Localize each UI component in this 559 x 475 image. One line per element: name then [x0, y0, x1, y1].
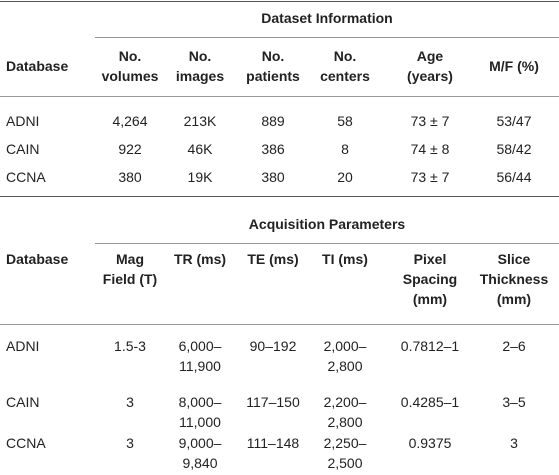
column-header: No. images [175, 48, 225, 84]
rule [95, 243, 559, 244]
rule [0, 96, 559, 97]
table-cell: 46K [187, 141, 213, 157]
table-cell: 1.5-3 [114, 338, 146, 354]
rule [95, 37, 559, 38]
column-header: TE (ms) [247, 251, 299, 267]
column-header: Slice Thickness (mm) [479, 251, 549, 307]
table-cell: 90–192 [249, 338, 297, 354]
table-cell: 889 [261, 113, 285, 129]
table-cell: 4,264 [112, 113, 148, 129]
table-cell: 8,000–11,000 [178, 394, 222, 430]
column-header: Database [6, 58, 69, 74]
table-cell: 380 [261, 169, 285, 185]
table-cell: 73 ± 7 [410, 169, 450, 185]
table-cell: 20 [337, 169, 353, 185]
table-cell: 3 [126, 394, 134, 410]
column-header: Database [6, 251, 69, 267]
table-cell: 2,200–2,800 [323, 394, 367, 430]
column-header: M/F (%) [489, 58, 539, 74]
table-cell: 56/44 [496, 169, 532, 185]
column-header: Age (years) [407, 48, 453, 84]
table-cell: 2,250–2,500 [323, 435, 367, 471]
table-cell: 380 [118, 169, 142, 185]
table-cell: CCNA [6, 169, 46, 185]
table-cell: 19K [187, 169, 213, 185]
table-cell: 58 [337, 113, 353, 129]
column-header: TR (ms) [173, 251, 227, 267]
table-cell: 3 [510, 435, 518, 451]
column-header: No. volumes [101, 48, 159, 84]
table-cell: CAIN [6, 394, 40, 410]
table-cell: 2–6 [502, 338, 526, 354]
table-cell: 8 [341, 141, 349, 157]
rule [0, 196, 559, 197]
table-cell: 6,000–11,900 [178, 338, 222, 374]
table-cell: 213K [183, 113, 217, 129]
column-header: No. patients [246, 48, 300, 84]
table-cell: CAIN [6, 141, 40, 157]
table-cell: 386 [261, 141, 285, 157]
section-title: Acquisition Parameters [248, 216, 406, 232]
table-cell: 922 [118, 141, 142, 157]
table-cell: 73 ± 7 [410, 113, 450, 129]
table-cell: 0.7812–1 [400, 338, 460, 354]
column-header: Pixel Spacing (mm) [402, 251, 458, 307]
table-cell: 117–150 [246, 394, 300, 410]
column-header: No. centers [320, 48, 370, 84]
table-cell: 2,000–2,800 [323, 338, 367, 374]
rule [0, 1, 559, 2]
column-header: TI (ms) [322, 251, 368, 267]
table-cell: ADNI [6, 338, 40, 354]
rule [0, 324, 559, 325]
table-cell: 3–5 [502, 394, 526, 410]
table-cell: 74 ± 8 [410, 141, 450, 157]
table-cell: 0.9375 [408, 435, 452, 451]
table-cell: 3 [126, 435, 134, 451]
table-cell: ADNI [6, 113, 40, 129]
table-cell: 53/47 [496, 113, 532, 129]
section-title: Dataset Information [261, 10, 393, 26]
table-cell: 9,000–9,840 [178, 435, 222, 471]
table-cell: 0.4285–1 [400, 394, 460, 410]
table-cell: CCNA [6, 435, 46, 451]
column-header: Mag Field (T) [102, 251, 158, 287]
table-cell: 111–148 [246, 435, 300, 451]
table-cell: 58/42 [496, 141, 532, 157]
